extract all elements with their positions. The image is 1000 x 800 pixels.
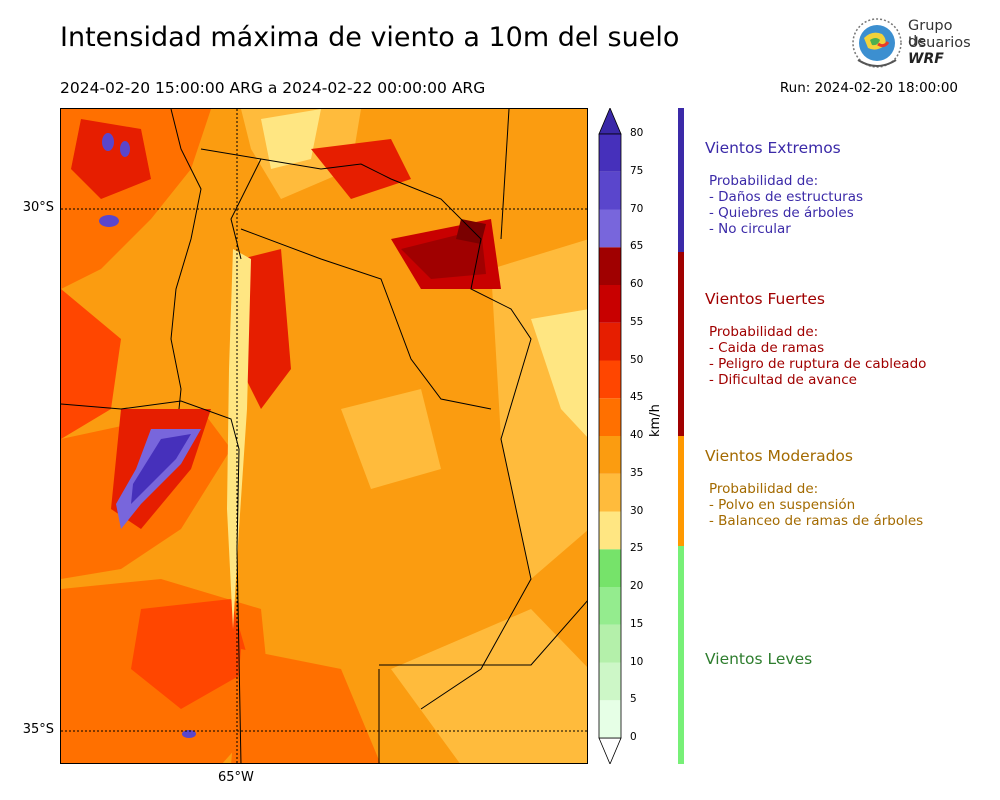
colorbar-tick-label: 10: [630, 655, 644, 668]
colorbar-frame: [598, 133, 622, 739]
colorbar-segment: [599, 171, 621, 210]
colorbar-tick-label: 0: [630, 731, 637, 743]
colorbar-segment: [599, 587, 621, 625]
category-moderados: Vientos Moderados Probabilidad de: - Pol…: [705, 447, 923, 529]
category-intro: Probabilidad de:: [709, 324, 819, 340]
colorbar-tick-label: 60: [630, 278, 644, 290]
colorbar-segment: [599, 662, 621, 701]
forecast-period: 2024-02-20 15:00:00 ARG a 2024-02-22 00:…: [60, 79, 486, 97]
category-item: - Daños de estructuras: [709, 189, 864, 205]
category-title: Vientos Fuertes: [705, 290, 825, 308]
colorbar-tick-label: 15: [630, 617, 644, 630]
colorbar-tick-label: 75: [630, 164, 644, 177]
graticule: [61, 109, 587, 763]
category-title: Vientos Extremos: [705, 139, 841, 157]
colorbar-tick-label: 40: [630, 429, 644, 441]
category-fuertes: Vientos Fuertes Probabilidad de: - Caida…: [705, 290, 926, 388]
lat-label-35s: 35°S: [22, 722, 54, 737]
colorbar-segment: [599, 624, 621, 663]
category-bar-leves: [678, 546, 684, 764]
colorbar-segment: [599, 549, 621, 587]
logo-line-3: WRF: [908, 51, 944, 67]
category-intro: Probabilidad de:: [709, 173, 819, 189]
field-area: [182, 730, 196, 738]
colorbar: [597, 106, 623, 766]
colorbar-tick-label: 80: [630, 127, 644, 139]
field-area: [231, 649, 381, 763]
lat-label-30s: 30°S: [22, 200, 54, 215]
colorbar-tick-label: 45: [630, 391, 644, 404]
category-title: Vientos Leves: [705, 650, 813, 668]
category-leves: Vientos Leves: [705, 650, 812, 668]
field-area: [341, 389, 441, 489]
wind-field-svg: [61, 109, 587, 763]
colorbar-segment: [599, 511, 621, 550]
field-area: [261, 109, 321, 169]
logo-line-2: Usuarios: [908, 35, 971, 51]
category-extremos: Vientos Extremos Probabilidad de: - Daño…: [705, 139, 863, 237]
colorbar-segment: [599, 398, 621, 436]
logo-line-1: Grupo de: [908, 18, 953, 50]
colorbar-segment: [599, 285, 621, 323]
category-description: Probabilidad de: - Caida de ramas - Peli…: [705, 324, 926, 388]
category-description: Probabilidad de: - Daños de estructuras …: [705, 173, 863, 237]
colorbar-segment: [599, 436, 621, 474]
colorbar-segment: [599, 247, 621, 285]
category-title: Vientos Moderados: [705, 447, 853, 465]
colorbar-tick-label: 20: [630, 580, 644, 592]
category-item: - Polvo en suspensión: [709, 497, 856, 513]
globe-icon: [852, 18, 902, 68]
colorbar-unit-label: km/h: [648, 404, 663, 437]
category-item: - Balanceo de ramas de árboles: [709, 513, 924, 529]
colorbar-segment: [599, 209, 621, 248]
colorbar-bottom-extension: [598, 737, 622, 766]
category-item: - Caida de ramas: [709, 340, 825, 356]
lon-label-65w: 65°W: [218, 770, 254, 785]
field-area: [131, 599, 251, 709]
field-area: [227, 249, 251, 629]
category-item: - Dificultad de avance: [709, 372, 857, 388]
field-area: [99, 215, 119, 227]
field-area: [61, 289, 121, 439]
colorbar-segment: [599, 700, 621, 738]
field-area: [102, 133, 114, 151]
colorbar-svg: [598, 106, 622, 766]
colorbar-segment: [599, 322, 621, 361]
field-area: [401, 229, 486, 279]
category-bar-extremos: [678, 108, 684, 252]
run-time: Run: 2024-02-20 18:00:00: [779, 80, 958, 96]
colorbar-tick-label: 65: [630, 240, 644, 253]
wind-map: [60, 108, 588, 764]
colorbar-tick-label: 5: [630, 693, 637, 706]
field-area: [456, 219, 486, 244]
category-description: Probabilidad de: - Polvo en suspensión -…: [705, 481, 923, 529]
chart-title: Intensidad máxima de viento a 10m del su…: [60, 22, 680, 53]
colorbar-tick-label: 55: [630, 315, 644, 328]
category-intro: Probabilidad de:: [709, 481, 819, 497]
field-area: [531, 309, 587, 437]
category-item: - No circular: [709, 221, 791, 237]
colorbar-segment: [599, 134, 621, 172]
colorbar-segment: [599, 360, 621, 399]
category-item: - Peligro de ruptura de cableado: [709, 356, 927, 372]
colorbar-tick-label: 50: [630, 353, 644, 366]
field-area: [116, 429, 201, 529]
colorbar-segment: [599, 473, 621, 512]
field-area: [131, 434, 191, 504]
colorbar-top-extension: [598, 106, 622, 135]
category-bar-moderados: [678, 436, 684, 546]
colorbar-tick-label: 25: [630, 542, 644, 555]
field-area: [120, 141, 130, 157]
province-borders: [61, 109, 587, 763]
colorbar-tick-label: 30: [630, 504, 644, 517]
colorbar-tick-label: 70: [630, 202, 644, 215]
field-area: [391, 609, 587, 763]
category-bar-fuertes: [678, 252, 684, 436]
category-item: - Quiebres de árboles: [709, 205, 854, 221]
field-area: [71, 119, 151, 199]
field-area: [311, 139, 411, 199]
colorbar-tick-label: 35: [630, 466, 644, 479]
wrf-group-logo: Grupo de Usuarios WRF: [848, 16, 971, 72]
